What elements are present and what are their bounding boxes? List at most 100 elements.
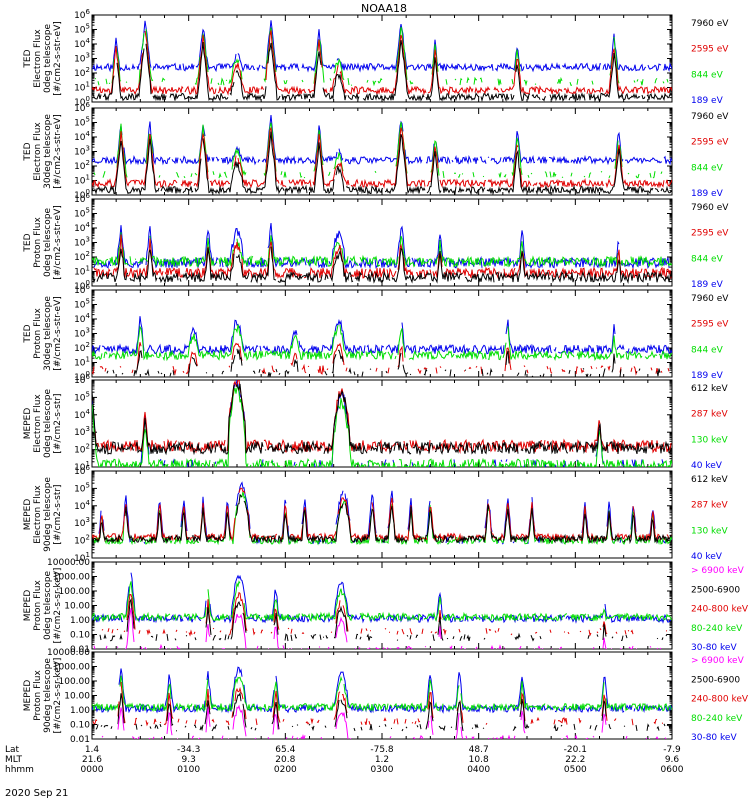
legend-entry: 2500-6900 [691,675,740,685]
y-tick-label: 101 [74,265,90,278]
y-axis-title-line: TED [23,233,33,252]
y-tick-label: 103 [74,516,90,529]
y-axis-title-line: TED [23,324,33,343]
y-tick-label: 105 [74,481,90,494]
x-tick-label: 65.4 [275,745,295,755]
x-row-label: MLT [5,755,23,765]
y-tick-label: 1000.00 [53,573,90,583]
y-tick-label: 105 [74,298,90,311]
y-tick-label: 103 [74,52,90,65]
y-axis-title-line: Proton Flux [33,217,43,268]
y-tick-label: 103 [74,236,90,249]
y-axis-title-line: TED [23,142,33,161]
panel-frame [91,561,673,650]
y-tick-label: 102 [74,534,90,547]
x-tick-label: 0200 [274,765,297,775]
series-group [92,380,672,467]
y-axis-title-line: 90deg telescope [43,658,53,733]
series-line [92,232,672,269]
date-label: 2020 Sep 21 [5,788,68,799]
legend-entry: 130 keV [691,526,728,536]
y-axis-title-line: Electron Flux [33,394,43,453]
series-group [92,20,672,102]
series-line [92,114,672,166]
legend-entry: 189 eV [691,371,724,381]
y-axis-title-line: MEPED [23,499,33,531]
y-tick-label: 104 [74,499,90,512]
panel-7: 0.01 0.10 1.00 10.00 100.00 1000.00 10000.00 ME… [23,648,749,745]
panel-frame [91,379,673,468]
y-axis-title-line: TED [23,49,33,68]
y-tick-label: 101 [74,551,90,564]
y-tick-label: 1.00 [70,706,90,716]
y-axis-title-line: [#/cm2-s-str] [53,484,63,544]
legend-entry: 130 keV [691,435,728,445]
y-axis-title-line: 30deg telescope [43,296,53,371]
series-group [92,316,672,377]
legend-entry: 612 keV [691,384,728,394]
y-tick-label: 105 [74,116,90,129]
y-tick-label: 104 [74,312,90,325]
legend-entry: 7960 eV [691,112,729,122]
y-tick-label: 101 [74,460,90,473]
y-tick-label: 105 [74,390,90,403]
legend-entry: 80-240 keV [691,714,743,724]
y-axis-title-line: 0deg telescope [43,208,53,278]
y-tick-label: 102 [74,250,90,263]
y-axis-title-line: [#/cm2-s-str-eV] [53,296,63,371]
panel-frame [91,651,673,740]
series-group [92,114,672,195]
y-tick-label: 0.10 [70,631,90,641]
y-tick-label: 1000.00 [53,663,90,673]
series-line [93,607,662,649]
y-tick-label: 105 [74,23,90,36]
x-tick-label: 22.2 [565,755,585,765]
y-axis-title-line: [#/cm2-s-str-eV] [53,205,63,280]
y-tick-label: 0.01 [70,645,90,655]
legend-entry: 844 eV [691,70,724,80]
y-tick-label: 106 [74,101,90,114]
x-tick-label: -75.8 [370,745,394,755]
series-line [92,316,672,356]
legend-entry: 7960 eV [691,294,729,304]
y-axis-title-line: [#/cm2-s-str-eV] [53,21,63,96]
series-line [92,246,672,285]
y-tick-label: 106 [74,283,90,296]
y-tick-label: 0.10 [70,721,90,731]
y-axis-title-line: 90deg telescope [43,477,53,552]
y-tick-label: 100 [74,279,90,292]
legend-entry: > 6900 keV [691,566,745,576]
legend-entry: 2500-6900 [691,585,740,595]
y-tick-label: 10000.00 [47,648,90,658]
legend-entry: 2595 eV [691,320,729,330]
x-tick-label: 0100 [177,765,200,775]
panel-5: 101 102 103 104 105 106 MEPED Electron Flux 90de… [23,464,728,564]
y-tick-label: 101 [74,174,90,187]
x-tick-label: 0400 [467,765,490,775]
y-tick-label: 100.00 [59,587,91,597]
y-tick-label: 0.01 [70,735,90,745]
x-tick-label: 9.6 [665,755,680,765]
series-line [92,494,672,545]
y-axis-title-line: 0deg telescope [43,24,53,94]
y-tick-label: 106 [74,8,90,21]
y-tick-label: 103 [74,145,90,158]
series-line [92,383,672,456]
legend-entry: 40 keV [691,461,723,471]
x-row-label: Lat [5,745,20,755]
figure-title: NOAA18 [361,2,407,15]
y-tick-label: 101 [74,81,90,94]
series-group [92,666,672,739]
y-axis-title-line: MEPED [23,680,33,712]
legend-entry: > 6900 keV [691,656,745,666]
x-tick-label: 20.8 [275,755,295,765]
y-tick-label: 105 [74,207,90,220]
y-axis-title-line: [#/cm2-s-str] [53,393,63,453]
x-tick-label: -34.3 [177,745,200,755]
series-line [92,40,672,102]
series-line [92,131,672,195]
